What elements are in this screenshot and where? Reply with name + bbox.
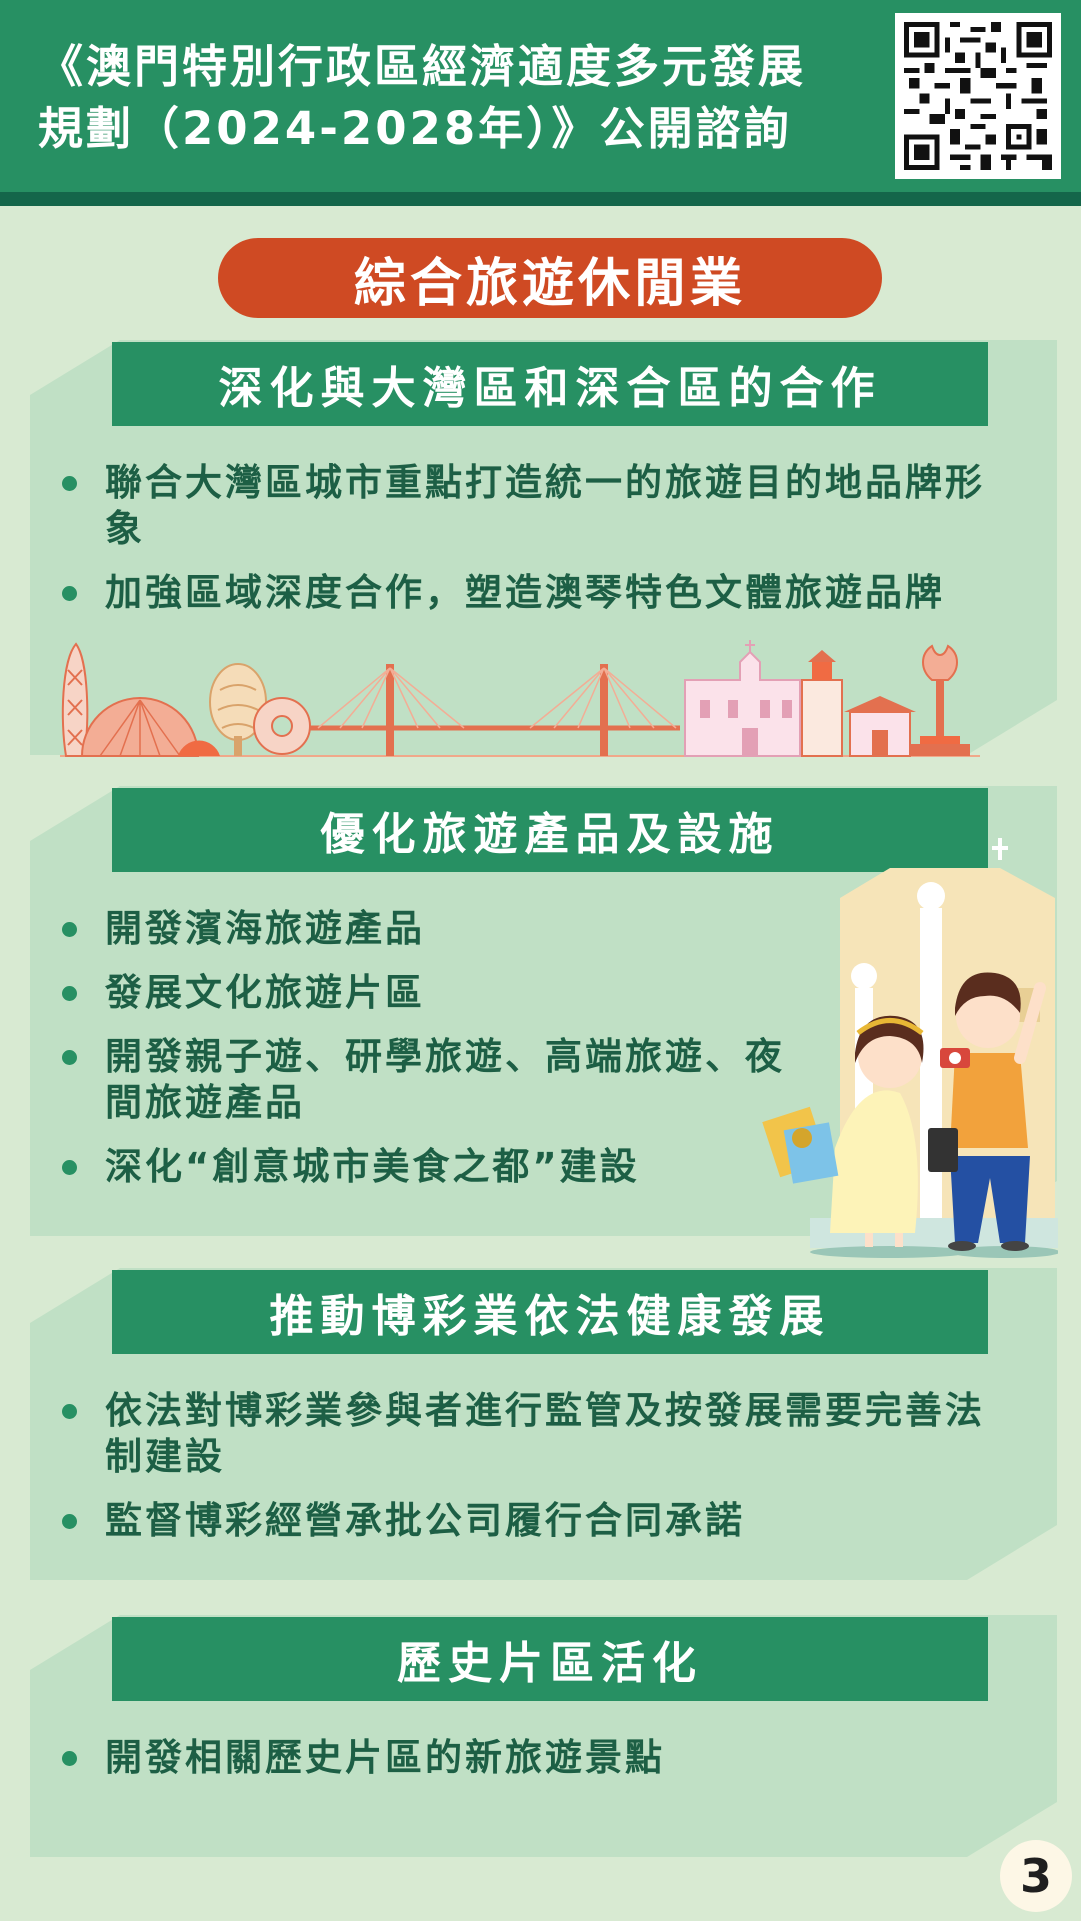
list-item: 開發濱海旅遊產品: [60, 906, 830, 952]
bullet-icon: [62, 586, 77, 601]
section-heading: 深化與大灣區和深合區的合作: [112, 342, 988, 426]
bullet-icon: [62, 1514, 77, 1529]
list-item: 依法對博彩業參與者進行監管及按發展需要完善法制建設: [60, 1388, 1020, 1480]
bullet-icon: [62, 1160, 77, 1175]
list-item: 開發親子遊、研學旅遊、高端旅遊、夜間旅遊產品: [60, 1034, 820, 1126]
section-heading: 優化旅遊產品及設施: [112, 788, 988, 872]
bullet-list: 開發相關歷史片區的新旅遊景點: [60, 1735, 1020, 1781]
list-item: 開發相關歷史片區的新旅遊景點: [60, 1735, 1020, 1781]
macau-skyline-illustration: [60, 640, 980, 757]
bullet-icon: [62, 1050, 77, 1065]
category-title: 綜合旅遊休閒業: [218, 238, 882, 318]
list-item: 聯合大灣區城市重點打造統一的旅遊目的地品牌形象: [60, 460, 1020, 552]
list-item: 深化“創意城市美食之都”建設: [60, 1144, 830, 1190]
bullet-icon: [62, 1751, 77, 1766]
title-line-2: 規劃（2024-2028年）》公開諮詢: [38, 102, 792, 155]
section-heading: 歷史片區活化: [112, 1617, 988, 1701]
bullet-icon: [62, 986, 77, 1001]
bullet-icon: [62, 476, 77, 491]
header-banner: 《澳門特別行政區經濟適度多元發展 規劃（2024-2028年）》公開諮詢: [0, 0, 1081, 192]
list-item: 加強區域深度合作，塑造澳琴特色文體旅遊品牌: [60, 570, 1020, 616]
list-item: 發展文化旅遊片區: [60, 970, 830, 1016]
tourist-couple-illustration: [762, 838, 1058, 1258]
page-number: 3: [1000, 1840, 1072, 1912]
page-title: 《澳門特別行政區經濟適度多元發展 規劃（2024-2028年）》公開諮詢: [38, 36, 868, 160]
header-divider: [0, 192, 1081, 206]
bullet-icon: [62, 922, 77, 937]
bullet-list: 依法對博彩業參與者進行監管及按發展需要完善法制建設 監督博彩經營承批公司履行合同…: [60, 1388, 1020, 1544]
qr-code-icon[interactable]: [895, 13, 1061, 179]
bullet-list: 開發濱海旅遊產品 發展文化旅遊片區 開發親子遊、研學旅遊、高端旅遊、夜間旅遊產品…: [60, 906, 830, 1190]
list-item: 監督博彩經營承批公司履行合同承諾: [60, 1498, 1020, 1544]
bullet-list: 聯合大灣區城市重點打造統一的旅遊目的地品牌形象 加強區域深度合作，塑造澳琴特色文…: [60, 460, 1020, 616]
section-heading: 推動博彩業依法健康發展: [112, 1270, 988, 1354]
title-line-1: 《澳門特別行政區經濟適度多元發展: [38, 40, 807, 93]
bullet-icon: [62, 1404, 77, 1419]
